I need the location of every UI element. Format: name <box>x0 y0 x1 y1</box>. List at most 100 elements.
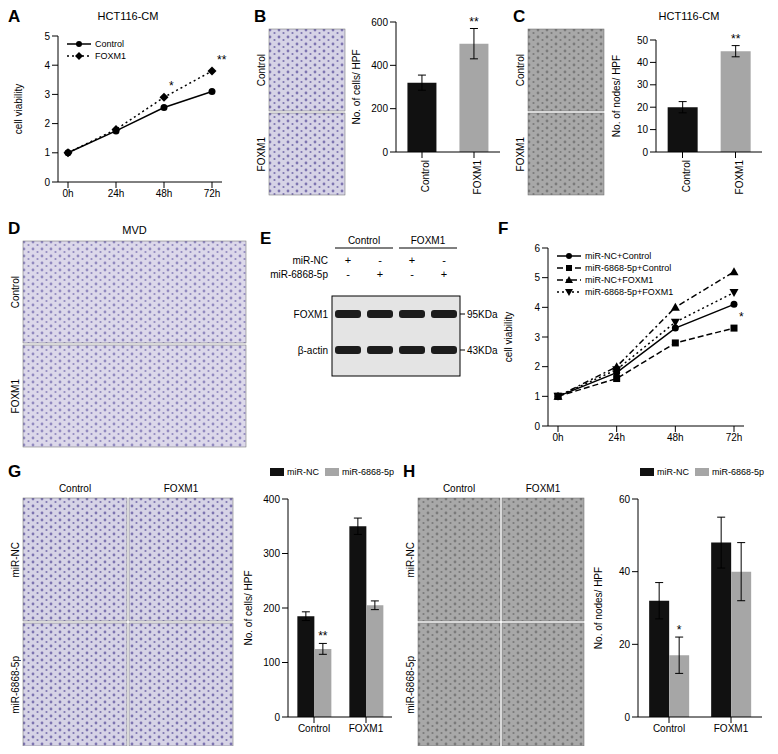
html-text:FOXM1: FOXM1 <box>514 136 526 172</box>
svg-text:β-actin: β-actin <box>298 345 328 356</box>
html-text:miR-NC: miR-NC <box>404 541 416 578</box>
svg-text:FOXM1: FOXM1 <box>472 160 483 195</box>
svg-text:0h: 0h <box>552 432 563 443</box>
svg-text:72h: 72h <box>204 188 221 199</box>
svg-text:FOXM1: FOXM1 <box>734 160 745 195</box>
svg-text:4: 4 <box>534 302 540 313</box>
svg-text:cell viability: cell viability <box>503 312 514 363</box>
html-text:miR-6868-5p: miR-6868-5p <box>9 655 21 714</box>
svg-text:+: + <box>377 268 383 280</box>
html-text:G: G <box>8 462 22 481</box>
svg-text:Control: Control <box>681 160 692 192</box>
svg-text:-: - <box>378 254 382 266</box>
svg-text:No. of nodes/ HPF: No. of nodes/ HPF <box>611 55 622 137</box>
svg-text:43KDa: 43KDa <box>467 345 498 356</box>
svg-text:24h: 24h <box>108 188 125 199</box>
html-text:H: H <box>403 462 416 481</box>
svg-text:30: 30 <box>637 79 649 90</box>
html-text:D: D <box>8 219 21 238</box>
svg-text:FOXM1: FOXM1 <box>294 309 329 320</box>
svg-text:4: 4 <box>44 60 50 71</box>
svg-text:miR-NC: miR-NC <box>292 255 328 266</box>
svg-text:No. of nodes/ HPF: No. of nodes/ HPF <box>593 567 604 649</box>
svg-text:+: + <box>409 254 415 266</box>
html-text:Control: Control <box>514 53 526 87</box>
html-text:E: E <box>260 229 272 248</box>
svg-text:FOXM1: FOXM1 <box>349 723 384 734</box>
svg-text:-: - <box>410 268 414 280</box>
svg-text:Control: Control <box>653 723 685 734</box>
html-text:Control: Control <box>9 275 21 309</box>
svg-text:+: + <box>345 254 351 266</box>
html-text:Control: Control <box>58 483 92 494</box>
svg-text:300: 300 <box>263 548 280 559</box>
svg-text:10: 10 <box>637 124 649 135</box>
svg-text:5: 5 <box>534 272 540 283</box>
svg-text:0: 0 <box>534 421 540 432</box>
svg-text:**: ** <box>731 32 741 46</box>
svg-text:20: 20 <box>637 102 649 113</box>
svg-text:200: 200 <box>371 103 388 114</box>
svg-text:40: 40 <box>637 57 649 68</box>
svg-text:60: 60 <box>619 494 631 505</box>
svg-text:FOXM1: FOXM1 <box>714 723 749 734</box>
svg-text:0h: 0h <box>62 188 73 199</box>
svg-text:Control: Control <box>420 160 431 192</box>
svg-text:+: + <box>441 268 447 280</box>
svg-text:Control: Control <box>298 723 330 734</box>
html-text:FOXM1: FOXM1 <box>163 483 199 494</box>
svg-text:600: 600 <box>371 17 388 28</box>
svg-text:miR-6868-5p: miR-6868-5p <box>270 269 328 280</box>
svg-text:2: 2 <box>44 118 50 129</box>
html-text:MVD: MVD <box>122 224 147 236</box>
svg-text:72h: 72h <box>726 432 743 443</box>
svg-text:0: 0 <box>642 147 648 158</box>
svg-text:50: 50 <box>637 35 649 46</box>
svg-text:48h: 48h <box>667 432 684 443</box>
html-text:B: B <box>254 7 267 26</box>
svg-text:6: 6 <box>534 243 540 254</box>
svg-text:FOXM1: FOXM1 <box>411 235 446 246</box>
svg-text:400: 400 <box>371 60 388 71</box>
svg-text:2: 2 <box>534 361 540 372</box>
svg-text:No. of cells/ HPF: No. of cells/ HPF <box>351 49 362 124</box>
html-text:FOXM1: FOXM1 <box>9 378 21 414</box>
svg-text:0: 0 <box>624 712 630 723</box>
svg-text:1: 1 <box>534 391 540 402</box>
svg-text:24h: 24h <box>608 432 625 443</box>
svg-text:48h: 48h <box>156 188 173 199</box>
svg-text:Control: Control <box>348 235 380 246</box>
svg-text:20: 20 <box>619 639 631 650</box>
html-text:C: C <box>513 7 526 26</box>
svg-text:0: 0 <box>44 177 50 188</box>
html-text:miR-6868-5p: miR-6868-5p <box>404 655 416 714</box>
html-text:HCT116-CM: HCT116-CM <box>97 10 159 22</box>
svg-text:400: 400 <box>263 494 280 505</box>
svg-text:3: 3 <box>44 89 50 100</box>
html-text:miR-NC: miR-NC <box>9 541 21 578</box>
html-text:A: A <box>8 7 21 26</box>
svg-text:100: 100 <box>263 657 280 668</box>
svg-text:-: - <box>346 268 350 280</box>
svg-text:3: 3 <box>534 332 540 343</box>
svg-text:1: 1 <box>44 147 50 158</box>
svg-text:**: ** <box>469 15 479 29</box>
html-text:Control: Control <box>255 53 267 87</box>
svg-text:cell viability: cell viability <box>13 84 24 135</box>
svg-text:**: ** <box>318 629 328 643</box>
svg-text:*: * <box>169 79 174 93</box>
html-text:HCT116-CM: HCT116-CM <box>658 10 720 22</box>
svg-text:0: 0 <box>382 147 388 158</box>
svg-text:95KDa: 95KDa <box>467 309 498 320</box>
svg-text:**: ** <box>217 53 227 67</box>
svg-text:-: - <box>442 254 446 266</box>
svg-text:200: 200 <box>263 603 280 614</box>
svg-text:*: * <box>677 623 682 637</box>
html-text:F: F <box>498 219 509 238</box>
html-text:FOXM1: FOXM1 <box>255 136 267 172</box>
svg-text:40: 40 <box>619 566 631 577</box>
svg-text:5: 5 <box>44 31 50 42</box>
svg-text:No. of cells/ HPF: No. of cells/ HPF <box>243 570 254 645</box>
svg-text:*: * <box>739 310 744 324</box>
svg-text:0: 0 <box>274 712 280 723</box>
